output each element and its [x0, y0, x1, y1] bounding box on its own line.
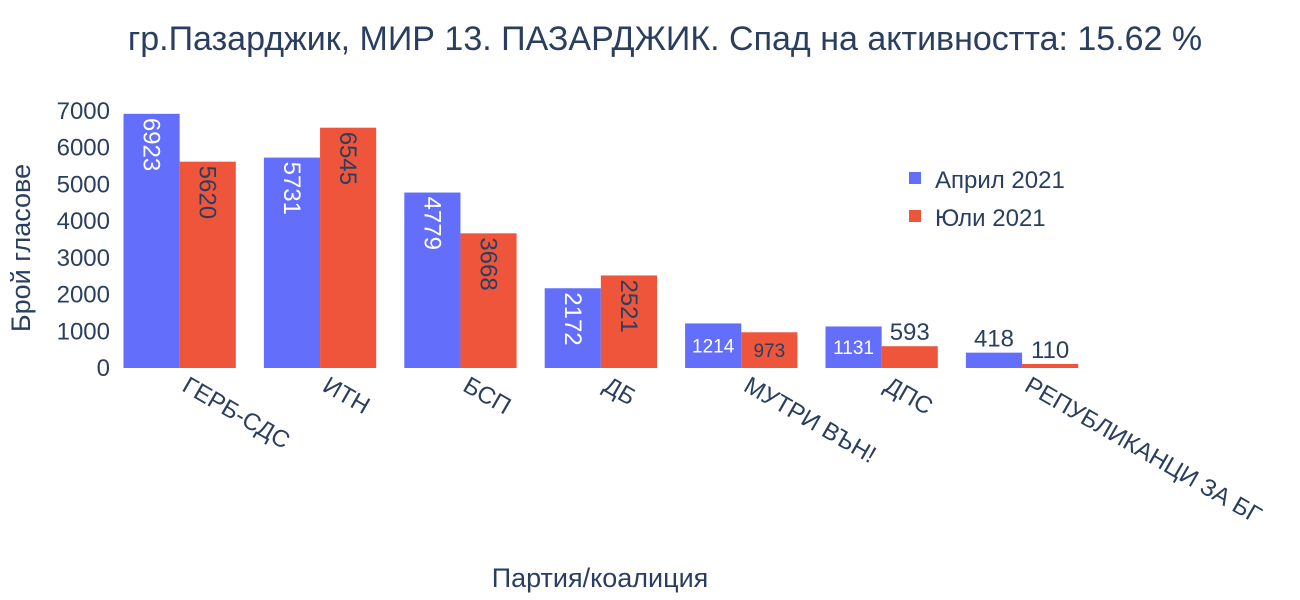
x-tick-label: ДБ — [599, 372, 640, 411]
bar-april — [544, 288, 601, 368]
data-label-july: 5620 — [194, 166, 221, 219]
data-label-july: 110 — [1031, 337, 1069, 364]
legend-label-july: Юли 2021 — [935, 205, 1046, 232]
bar-july — [881, 346, 938, 368]
data-label-april: 2172 — [559, 292, 586, 345]
x-tick-label: ГЕРБ-СДС — [178, 372, 295, 455]
data-label-april: 5731 — [278, 162, 305, 215]
legend-swatch-july — [909, 210, 921, 222]
x-tick-label: РЕПУБЛИКАНЦИ ЗА БГ — [1020, 372, 1266, 529]
bar-april — [263, 157, 321, 368]
x-tick-label: ДПС — [880, 372, 938, 421]
x-axis-ticks: ГЕРБ-СДС ИТН БСП ДБ МУТРИ ВЪН! ДПС РЕПУБЛИКАНЦ… — [178, 372, 1266, 529]
y-tick-label: 4000 — [57, 208, 110, 235]
bar-july — [320, 127, 377, 368]
data-label-april: 1131 — [833, 338, 874, 359]
data-label-july: 2521 — [615, 279, 642, 332]
data-label-april: 1214 — [692, 337, 735, 358]
y-tick-label: 2000 — [57, 282, 110, 309]
x-tick-label: МУТРИ ВЪН! — [739, 372, 880, 469]
bars-group — [123, 113, 1079, 369]
bar-july — [1022, 363, 1079, 368]
y-tick-label: 6000 — [57, 135, 110, 162]
legend-label-april: Април 2021 — [935, 167, 1065, 194]
data-label-july: 593 — [890, 319, 930, 346]
bar-april — [123, 113, 180, 369]
bar-april — [825, 326, 882, 368]
x-tick-label: ИТН — [318, 372, 374, 420]
data-label-july: 973 — [753, 341, 785, 362]
bar-july — [179, 161, 236, 368]
y-axis-label: Брой гласове — [6, 164, 36, 332]
y-axis-ticks: 0 1000 2000 3000 4000 5000 6000 7000 — [57, 98, 110, 382]
data-label-april: 6923 — [138, 118, 165, 171]
x-tick-label: БСП — [459, 372, 516, 420]
bar-april — [685, 323, 742, 368]
data-labels-group: 6923 5620 5731 6545 4779 3668 2172 2521 1214 973 1… — [138, 118, 1070, 364]
legend[interactable]: Април 2021 Юли 2021 — [909, 167, 1065, 232]
y-tick-label: 7000 — [57, 98, 110, 125]
y-tick-label: 3000 — [57, 245, 110, 272]
y-tick-label: 1000 — [57, 318, 110, 345]
y-tick-label: 0 — [97, 355, 110, 382]
y-tick-label: 5000 — [57, 171, 110, 198]
bar-july — [460, 233, 517, 368]
data-label-april: 418 — [974, 326, 1014, 353]
legend-swatch-april — [909, 172, 921, 184]
data-label-july: 6545 — [334, 132, 361, 185]
data-label-july: 3668 — [475, 237, 502, 290]
bar-april — [965, 352, 1023, 368]
x-axis-label: Партия/коалиция — [492, 563, 709, 593]
bar-july — [600, 275, 657, 368]
bar-july — [741, 332, 798, 368]
bar-april — [404, 192, 461, 368]
data-label-april: 4779 — [418, 197, 445, 250]
chart-title: гр.Пазарджик, МИР 13. ПАЗАРДЖИК. Спад на… — [128, 20, 1202, 58]
